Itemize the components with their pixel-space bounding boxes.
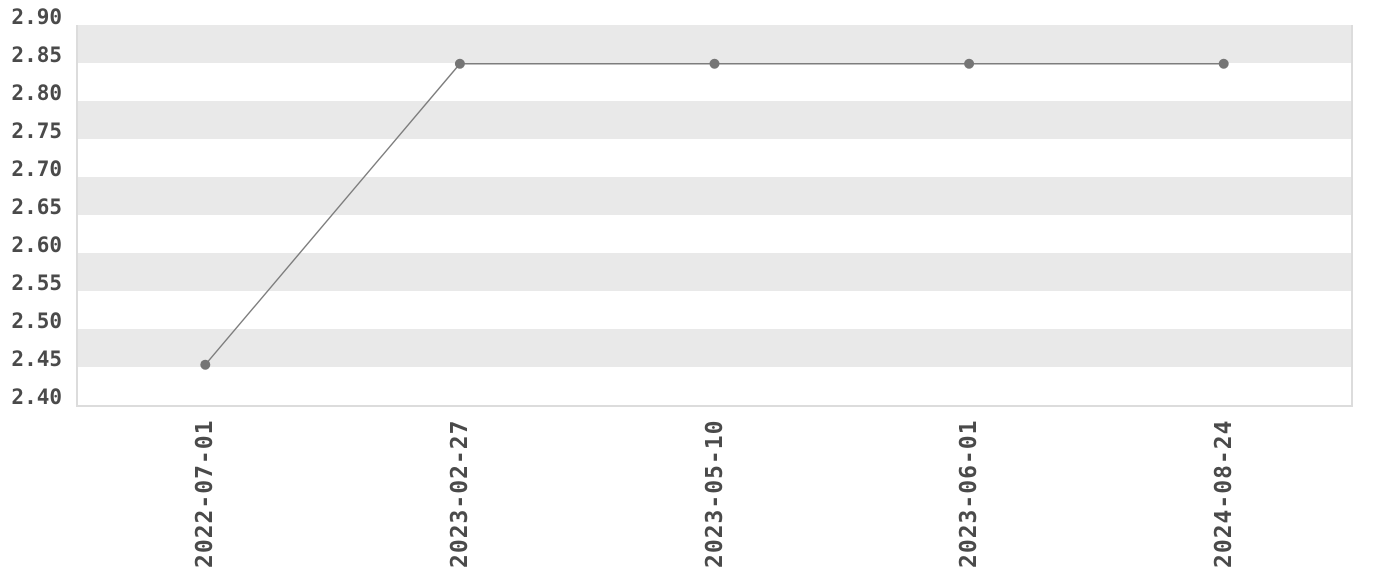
x-axis-tick-label: 2022-07-01	[192, 419, 219, 568]
x-axis-tick-label: 2023-02-27	[446, 419, 473, 568]
grid-band	[78, 25, 1351, 63]
y-axis-tick-label: 2.75	[11, 119, 62, 143]
data-point-marker	[200, 359, 211, 370]
grid-band	[78, 215, 1351, 253]
x-axis-tick-label: 2023-06-01	[956, 419, 983, 568]
grid-band	[78, 177, 1351, 215]
y-axis-tick-label: 2.45	[11, 347, 62, 371]
trend-line	[204, 63, 1224, 366]
plot-area	[76, 25, 1353, 407]
grid-band	[78, 291, 1351, 329]
y-axis-tick-label: 2.90	[11, 5, 62, 29]
y-axis-tick-label: 2.65	[11, 195, 62, 219]
data-point-marker	[1218, 58, 1229, 69]
y-axis-tick-label: 2.85	[11, 43, 62, 67]
grid-band	[78, 139, 1351, 177]
x-axis-tick-label: 2024-08-24	[1210, 419, 1237, 568]
grid-band	[78, 253, 1351, 291]
grid-band	[78, 63, 1351, 101]
data-point-marker	[964, 58, 975, 69]
y-axis-tick-label: 2.40	[11, 385, 62, 409]
y-axis-tick-label: 2.80	[11, 81, 62, 105]
y-axis-tick-label: 2.55	[11, 271, 62, 295]
y-axis-tick-label: 2.70	[11, 157, 62, 181]
y-axis-tick-label: 2.60	[11, 233, 62, 257]
grid-band	[78, 367, 1351, 405]
data-point-marker	[454, 58, 465, 69]
grid-band	[78, 329, 1351, 367]
x-axis-tick-label: 2023-05-10	[701, 419, 728, 568]
data-point-marker	[709, 58, 720, 69]
grid-band	[78, 101, 1351, 139]
y-axis-tick-label: 2.50	[11, 309, 62, 333]
line-series	[200, 58, 1229, 370]
